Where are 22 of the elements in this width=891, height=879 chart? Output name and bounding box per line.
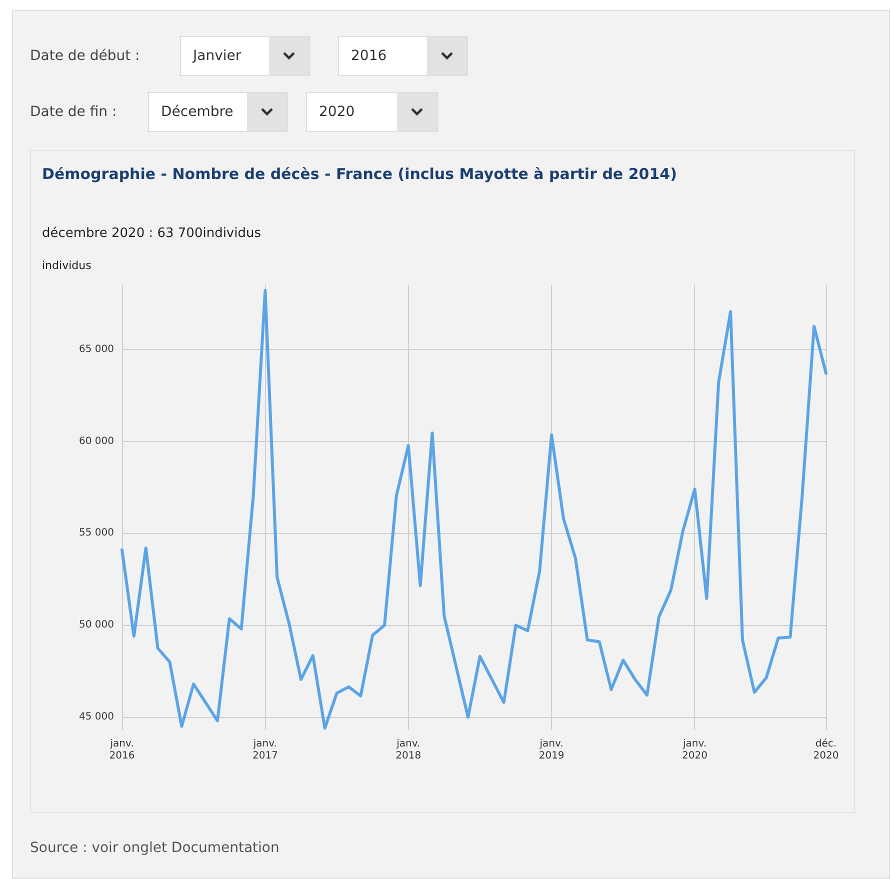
- line-series: [120, 289, 828, 730]
- y-tick-label: 45 000: [79, 712, 114, 723]
- y-tick-label: 65 000: [79, 344, 114, 355]
- dropdown: 2016: [338, 36, 468, 76]
- x-tick-label: déc. 2020: [813, 738, 839, 762]
- chart-subtitle: décembre 2020 : 63 700individus: [42, 226, 262, 241]
- y-axis-title: individus: [42, 259, 92, 272]
- x-tick-label: janv. 2016: [109, 738, 135, 762]
- source-note: Source : voir onglet Documentation: [30, 840, 280, 856]
- y-tick-label: 50 000: [79, 620, 114, 631]
- text: Date de fin :: [30, 104, 117, 120]
- y-tick-label: 55 000: [79, 528, 114, 539]
- chart-title: Démographie - Nombre de décès - France (inclus Mayotte à partir de 2014): [42, 164, 678, 184]
- text: Date de début :: [30, 48, 140, 64]
- dropdown: 2020: [306, 92, 438, 132]
- y-tick-label: 60 000: [79, 436, 114, 447]
- dropdown: Décembre: [148, 92, 288, 132]
- x-tick-label: janv. 2020: [682, 738, 708, 762]
- x-tick-label: janv. 2018: [396, 738, 422, 762]
- dropdown: Janvier: [180, 36, 310, 76]
- x-tick-label: janv. 2019: [538, 738, 564, 762]
- x-tick-label: janv. 2017: [252, 738, 278, 762]
